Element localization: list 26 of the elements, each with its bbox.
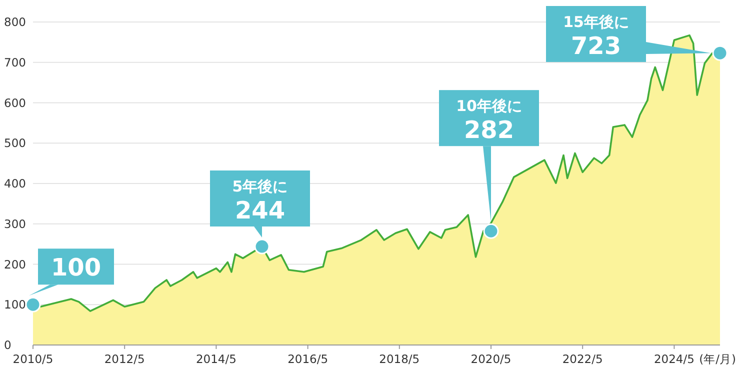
callout: 100 (29, 248, 114, 296)
callout: 10年後に 282 (439, 90, 539, 222)
y-tick-label: 0 (4, 338, 12, 352)
annotation: 100 (50, 254, 102, 282)
x-tick-label: 2022/5 (562, 352, 603, 366)
y-tick-label: 600 (4, 96, 26, 110)
x-axis-title: (年/月) (699, 352, 736, 366)
y-tick-label: 400 (4, 176, 26, 190)
x-tick-label: 2018/5 (379, 352, 420, 366)
x-tick-label: 2020/5 (470, 352, 512, 366)
x-tick-label: 2012/5 (104, 352, 145, 366)
x-tick-label: 2010/5 (12, 352, 54, 366)
y-tick-label: 200 (4, 257, 26, 272)
y-tick-label: 500 (4, 136, 26, 150)
annotation: 15年後に 723 (563, 13, 629, 60)
x-tick-label: 2016/5 (288, 352, 328, 366)
y-tick-label: 100 (4, 298, 26, 312)
callout: 5年後に 244 (210, 170, 310, 238)
y-tick-label: 700 (4, 55, 26, 70)
y-tick-label: 300 (4, 216, 26, 231)
x-tick-label: 2014/5 (196, 352, 236, 366)
x-tick-label: 2024/5 (654, 352, 694, 366)
y-tick-label: 800 (4, 15, 26, 29)
annotation: 5年後に 244 (232, 177, 288, 224)
callout: 15年後に 723 (546, 6, 711, 62)
annotation: 10年後に 282 (456, 97, 522, 144)
